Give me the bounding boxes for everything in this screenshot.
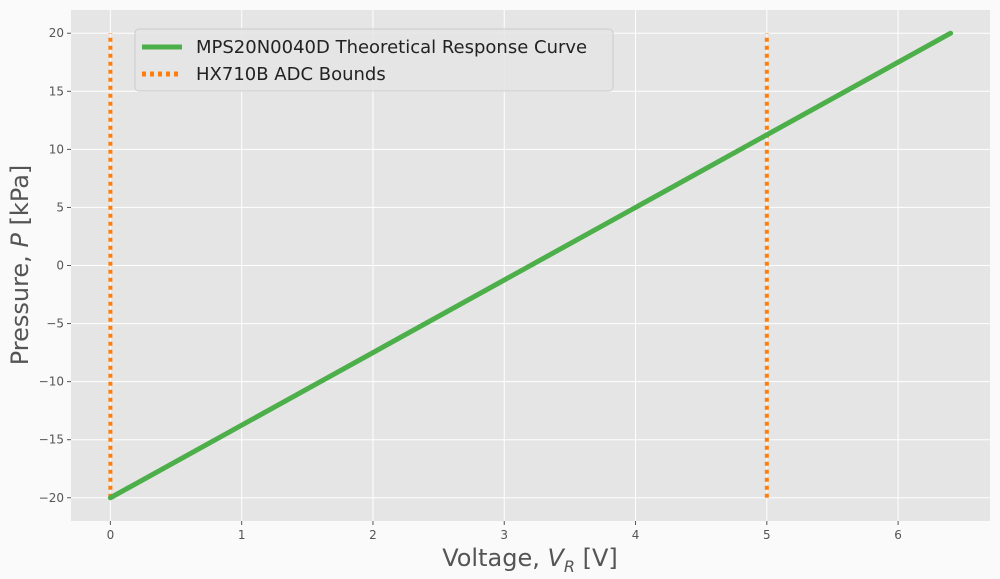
x-tick-label: 6 xyxy=(894,528,902,542)
x-tick-label: 3 xyxy=(500,528,508,542)
x-tick-label: 2 xyxy=(369,528,377,542)
y-tick-label: −15 xyxy=(39,433,64,447)
x-tick-label: 5 xyxy=(763,528,771,542)
y-tick-labels: −20 −15 −10 −5 0 5 10 15 20 xyxy=(39,26,71,505)
legend-label-response-curve: MPS20N0040D Theoretical Response Curve xyxy=(196,37,587,58)
legend: MPS20N0040D Theoretical Response Curve H… xyxy=(134,28,614,92)
y-axis-label: Pressure, P [kPa] xyxy=(6,165,34,366)
legend-frame xyxy=(134,28,614,92)
y-tick-label: −5 xyxy=(46,317,64,331)
response-curve-line xyxy=(107,30,954,501)
y-tick-label: 5 xyxy=(56,200,64,214)
legend-label-adc-bounds: HX710B ADC Bounds xyxy=(196,64,386,85)
series xyxy=(107,30,954,501)
y-tick-label: 15 xyxy=(49,84,64,98)
x-tick-label: 1 xyxy=(238,528,246,542)
x-tick-labels: 0 1 2 3 4 5 6 xyxy=(107,521,902,542)
x-tick-label: 4 xyxy=(632,528,640,542)
y-tick-label: 20 xyxy=(49,26,64,40)
y-tick-label: 10 xyxy=(49,142,64,156)
y-tick-label: −10 xyxy=(39,375,64,389)
y-tick-label: 0 xyxy=(56,259,64,273)
x-tick-label: 0 xyxy=(107,528,115,542)
y-tick-label: −20 xyxy=(39,491,64,505)
x-axis-label: Voltage, VR [V] xyxy=(442,544,618,576)
